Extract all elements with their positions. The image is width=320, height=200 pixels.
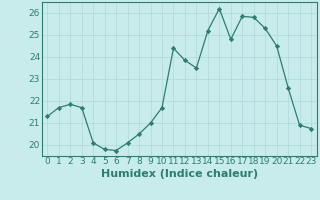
X-axis label: Humidex (Indice chaleur): Humidex (Indice chaleur) xyxy=(100,169,258,179)
